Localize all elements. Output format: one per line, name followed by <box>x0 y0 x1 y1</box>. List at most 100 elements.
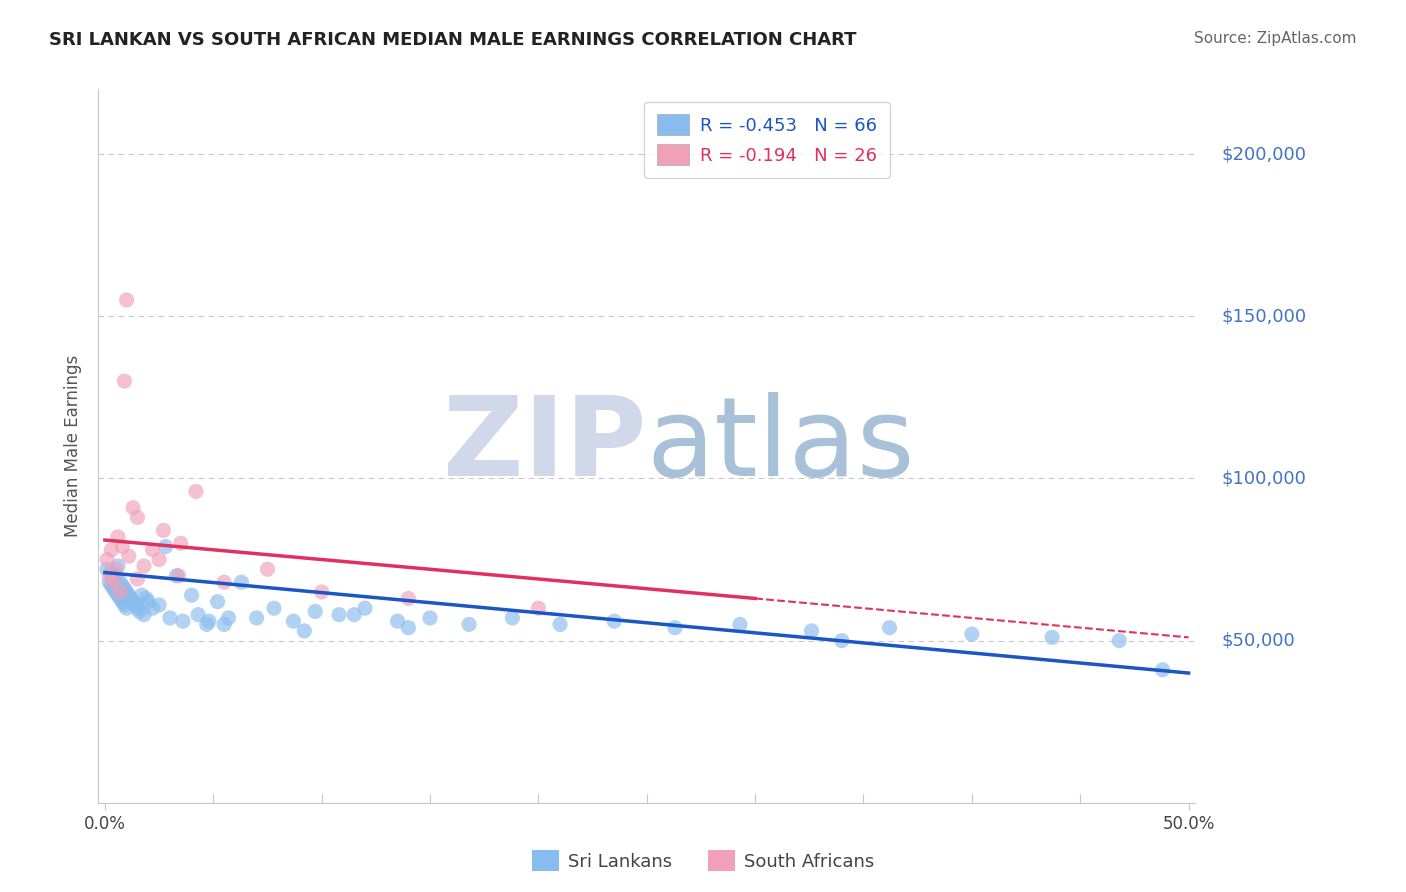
Point <box>103 575 125 590</box>
Point <box>127 510 149 524</box>
Point <box>283 614 305 628</box>
Text: Source: ZipAtlas.com: Source: ZipAtlas.com <box>1194 31 1357 46</box>
Point <box>419 611 441 625</box>
Point <box>458 617 481 632</box>
Point <box>115 601 138 615</box>
Point <box>127 601 149 615</box>
Point <box>879 621 901 635</box>
Point <box>118 549 141 564</box>
Point <box>217 611 239 625</box>
Point <box>100 542 122 557</box>
Point <box>98 568 121 582</box>
Point <box>132 559 155 574</box>
Text: SRI LANKAN VS SOUTH AFRICAN MEDIAN MALE EARNINGS CORRELATION CHART: SRI LANKAN VS SOUTH AFRICAN MEDIAN MALE … <box>49 31 856 49</box>
Point <box>115 293 138 307</box>
Point <box>155 540 177 554</box>
Point <box>354 601 377 615</box>
Text: atlas: atlas <box>647 392 915 500</box>
Point <box>527 601 550 615</box>
Point <box>122 500 145 515</box>
Point <box>1108 633 1130 648</box>
Point <box>231 575 253 590</box>
Text: $100,000: $100,000 <box>1220 469 1306 487</box>
Point <box>104 562 127 576</box>
Point <box>396 591 419 606</box>
Point <box>170 536 193 550</box>
Point <box>142 542 165 557</box>
Point <box>304 604 326 618</box>
Point <box>292 624 315 638</box>
Point <box>131 588 153 602</box>
Point <box>107 588 129 602</box>
Point <box>728 617 751 632</box>
Point <box>111 595 134 609</box>
Point <box>112 598 135 612</box>
Point <box>103 582 125 596</box>
Point <box>104 568 127 582</box>
Point <box>548 617 571 632</box>
Point <box>112 374 135 388</box>
Point <box>104 585 127 599</box>
Point <box>111 578 134 592</box>
Point <box>800 624 823 638</box>
Text: $150,000: $150,000 <box>1220 307 1306 326</box>
Point <box>122 595 145 609</box>
Point <box>212 575 235 590</box>
Point <box>103 572 125 586</box>
Point <box>115 585 138 599</box>
Point <box>120 591 142 606</box>
Point <box>256 562 278 576</box>
Point <box>148 552 170 566</box>
Text: ZIP: ZIP <box>443 392 647 500</box>
Text: $50,000: $50,000 <box>1220 632 1295 649</box>
Legend: R = -0.453   N = 66, R = -0.194   N = 26: R = -0.453 N = 66, R = -0.194 N = 26 <box>644 102 890 178</box>
Point <box>107 530 129 544</box>
Point <box>118 588 141 602</box>
Text: $200,000: $200,000 <box>1220 145 1306 163</box>
Point <box>135 591 157 606</box>
Point <box>603 614 626 628</box>
Point <box>98 575 121 590</box>
Point <box>1152 663 1174 677</box>
Point <box>343 607 366 622</box>
Point <box>96 562 118 576</box>
Point <box>108 575 131 590</box>
Point <box>246 611 269 625</box>
Point <box>664 621 686 635</box>
Point <box>132 607 155 622</box>
Point <box>128 604 150 618</box>
Point <box>148 598 170 612</box>
Point <box>111 540 134 554</box>
Point <box>142 601 165 615</box>
Point <box>396 621 419 635</box>
Point <box>263 601 285 615</box>
Point <box>831 633 853 648</box>
Point <box>167 568 190 582</box>
Point <box>159 611 181 625</box>
Point <box>124 598 146 612</box>
Point <box>108 591 131 606</box>
Point <box>212 617 235 632</box>
Point <box>108 585 131 599</box>
Point <box>184 484 207 499</box>
Point <box>100 578 122 592</box>
Point <box>96 552 118 566</box>
Point <box>107 559 129 574</box>
Point <box>172 614 194 628</box>
Point <box>152 524 174 538</box>
Point <box>1040 631 1063 645</box>
Point <box>328 607 350 622</box>
Point <box>195 617 218 632</box>
Point <box>207 595 229 609</box>
Point <box>127 572 149 586</box>
Point <box>311 585 333 599</box>
Point <box>165 568 187 582</box>
Point <box>198 614 221 628</box>
Legend: Sri Lankans, South Africans: Sri Lankans, South Africans <box>524 843 882 879</box>
Point <box>100 566 122 580</box>
Point <box>136 595 159 609</box>
Point <box>112 582 135 596</box>
Point <box>180 588 202 602</box>
Point <box>387 614 409 628</box>
Y-axis label: Median Male Earnings: Median Male Earnings <box>65 355 83 537</box>
